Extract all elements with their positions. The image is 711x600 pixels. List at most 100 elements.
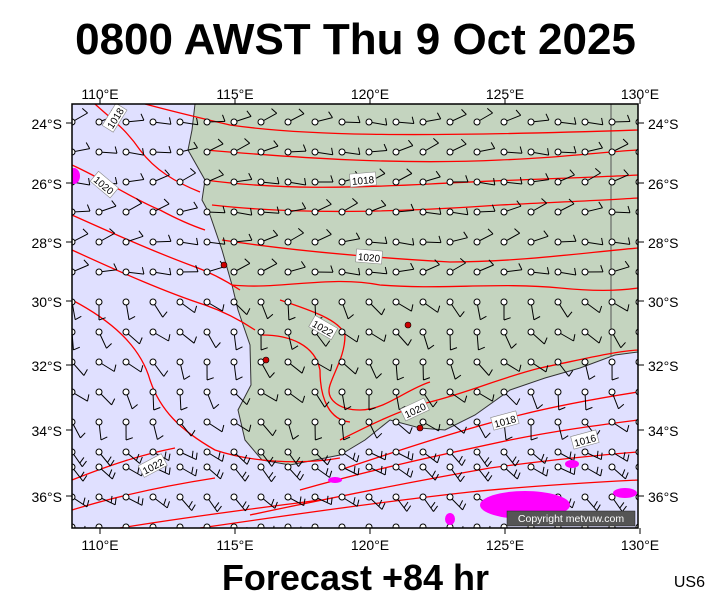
wind-barb <box>365 266 388 276</box>
lon-label: 125°E <box>486 86 524 102</box>
wind-barb <box>365 143 388 156</box>
wind-barb <box>338 448 360 463</box>
rain-patch <box>445 513 455 525</box>
wind-barb <box>446 328 458 351</box>
forecast-label: Forecast +84 hr <box>221 557 490 598</box>
wind-barb <box>149 145 172 156</box>
wind-barb <box>608 169 629 186</box>
wind-barb <box>419 493 439 512</box>
wind-barb <box>500 328 517 349</box>
wind-barb <box>311 147 334 156</box>
wind-barb <box>176 463 198 477</box>
wind-barb <box>500 523 518 528</box>
wind-barb <box>392 328 412 346</box>
wind-barb <box>311 463 333 478</box>
wind-barb <box>554 117 577 126</box>
wind-barb <box>95 388 116 406</box>
wind-barb <box>122 493 144 506</box>
wind-barb <box>365 358 382 379</box>
lat-label: 28°S <box>31 235 62 251</box>
wind-barb <box>176 141 198 156</box>
wind-barb <box>500 176 523 186</box>
isobar-line <box>231 280 638 291</box>
wind-barb <box>149 448 171 462</box>
wind-barb <box>95 358 117 372</box>
wind-barb <box>95 298 106 321</box>
wind-barb <box>230 328 243 351</box>
wind-barb <box>554 234 577 246</box>
wind-barb <box>149 234 172 246</box>
wind-barb <box>473 204 496 216</box>
wind-barb <box>419 448 441 464</box>
wind-barb <box>203 169 224 186</box>
wind-barb <box>527 388 544 410</box>
wind-barb <box>149 493 170 509</box>
wind-barb <box>122 267 145 276</box>
wind-barb <box>149 358 169 377</box>
wind-barb <box>581 265 604 276</box>
lat-label: 28°S <box>648 235 679 251</box>
isobar-line <box>199 479 638 528</box>
wind-barb <box>149 523 157 528</box>
wind-barb <box>176 265 199 276</box>
wind-barb <box>527 198 548 216</box>
lat-label: 34°S <box>648 423 679 439</box>
wind-barb <box>176 418 196 437</box>
wind-barb <box>500 263 523 276</box>
wind-barb <box>419 418 441 432</box>
wind-barb <box>122 448 143 464</box>
rain-patch <box>72 168 80 184</box>
wind-barb <box>392 493 412 512</box>
wind-barb <box>473 228 494 246</box>
wind-barb <box>608 298 630 312</box>
wind-barb <box>284 108 305 126</box>
wind-barb <box>338 198 358 216</box>
axis-ticks <box>66 98 644 534</box>
wind-barb <box>203 237 226 246</box>
wind-barb <box>257 418 277 437</box>
wind-barb <box>365 328 387 342</box>
wind-barb <box>635 523 638 528</box>
isobar-line <box>72 214 241 291</box>
copyright-text: Copyright metvuw.com <box>518 513 624 525</box>
wind-barb <box>419 298 441 313</box>
wind-barb <box>608 448 630 462</box>
rain-patch <box>328 477 342 483</box>
wind-barb <box>230 138 251 156</box>
wind-barb <box>500 109 522 126</box>
wind-barb <box>230 523 248 528</box>
svg-text:1020: 1020 <box>357 252 381 265</box>
wind-barb <box>473 259 494 276</box>
lat-label: 34°S <box>31 423 62 439</box>
wind-barb <box>446 448 466 466</box>
wind-barb <box>149 388 161 411</box>
wind-barb <box>608 328 626 349</box>
wind-barb <box>473 358 493 376</box>
wind-barb <box>554 388 566 411</box>
wind-barb <box>500 298 511 321</box>
wind-barb <box>311 198 332 216</box>
wind-barb <box>527 358 549 373</box>
wind-barb <box>419 259 440 276</box>
wind-barb <box>284 298 296 321</box>
wind-barb <box>95 418 108 441</box>
wind-barb <box>122 523 130 528</box>
wind-barb <box>338 523 346 528</box>
wind-barb <box>635 448 638 456</box>
wind-barb <box>338 358 359 375</box>
wind-barb <box>419 358 431 381</box>
wind-barb <box>176 117 199 126</box>
wind-barb <box>230 463 250 482</box>
wind-barb <box>554 328 576 342</box>
rain-patch <box>613 488 637 498</box>
wind-barb <box>122 328 143 345</box>
australia-landmass <box>187 104 638 466</box>
wind-barb <box>257 463 276 482</box>
lon-label: 120°E <box>351 537 389 553</box>
wind-barb <box>176 328 197 344</box>
wind-barb <box>122 173 145 186</box>
wind-barb <box>608 138 629 156</box>
wind-barb <box>392 463 414 478</box>
wind-barb <box>284 388 306 404</box>
wind-barb <box>230 448 251 465</box>
